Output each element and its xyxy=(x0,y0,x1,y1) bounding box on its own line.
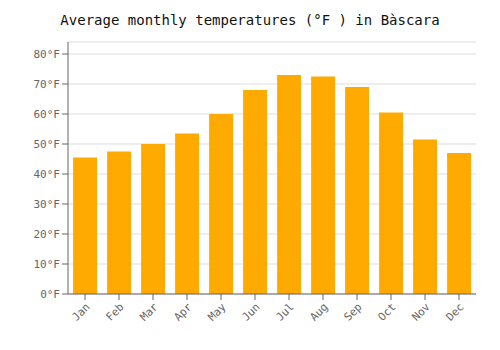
svg-text:60°F: 60°F xyxy=(34,108,61,121)
svg-text:30°F: 30°F xyxy=(34,198,61,211)
svg-text:Dec: Dec xyxy=(443,300,466,323)
svg-text:Sep: Sep xyxy=(341,300,364,323)
svg-text:Mar: Mar xyxy=(137,300,161,324)
svg-text:Jul: Jul xyxy=(273,300,296,323)
svg-text:Jun: Jun xyxy=(239,300,262,323)
svg-text:10°F: 10°F xyxy=(34,258,61,271)
svg-text:Jan: Jan xyxy=(69,300,92,323)
svg-text:50°F: 50°F xyxy=(34,138,61,151)
svg-text:May: May xyxy=(205,300,229,324)
svg-text:80°F: 80°F xyxy=(34,48,61,61)
svg-text:Apr: Apr xyxy=(171,300,195,324)
svg-text:Oct: Oct xyxy=(375,300,398,323)
svg-text:Aug: Aug xyxy=(307,300,330,323)
svg-text:70°F: 70°F xyxy=(34,78,61,91)
svg-text:20°F: 20°F xyxy=(34,228,61,241)
html-text:Average monthly temperatures (: Average monthly temperatures (°F ) in Bà… xyxy=(60,12,440,28)
svg-text:Nov: Nov xyxy=(409,300,433,324)
svg-text:Feb: Feb xyxy=(103,300,126,323)
svg-text:40°F: 40°F xyxy=(34,168,61,181)
svg-text:0°F: 0°F xyxy=(40,288,60,301)
